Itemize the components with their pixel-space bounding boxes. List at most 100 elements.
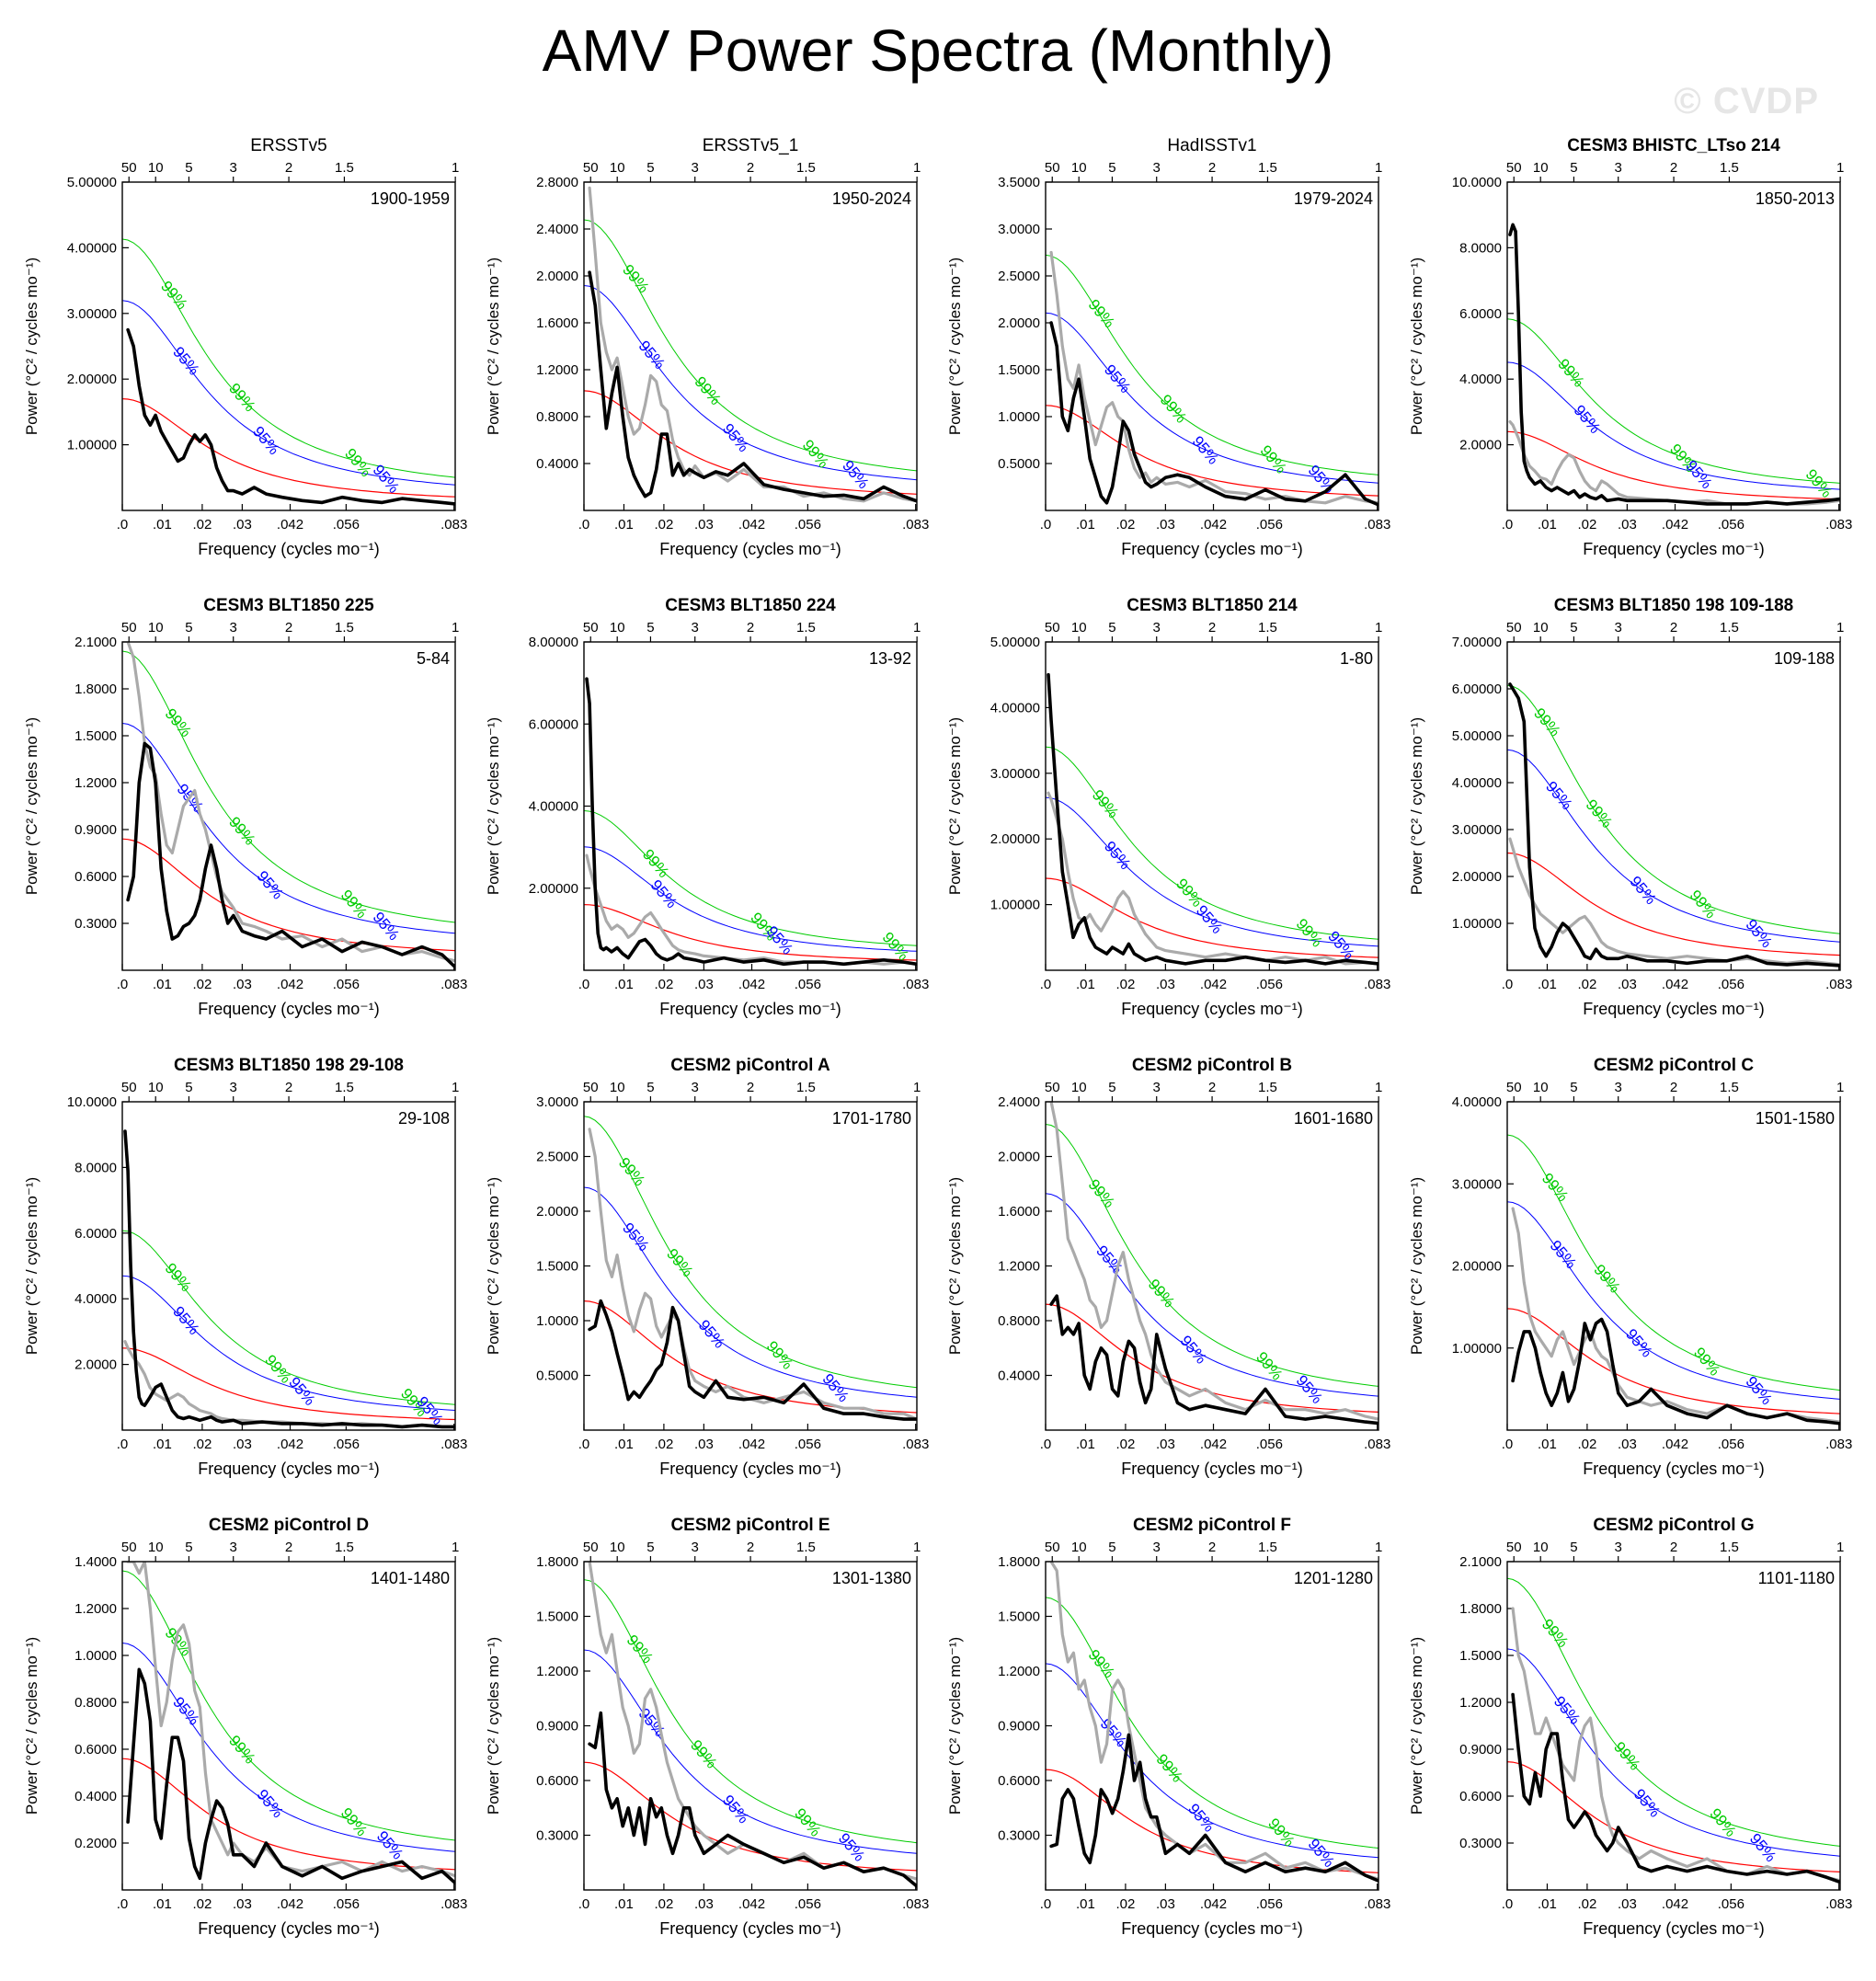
spectrum-line (1049, 1733, 1378, 1883)
x-tick-label: .042 (738, 517, 765, 532)
x-tick-label: .03 (1618, 1437, 1637, 1452)
x-axis-label: Frequency (cycles mo⁻¹) (1121, 1460, 1303, 1478)
y-tick-label: 5.00000 (990, 635, 1040, 650)
x-tick-label: .0 (117, 977, 129, 992)
x-tick-label: .02 (1115, 1437, 1135, 1452)
ci99-label: 99% (623, 1632, 656, 1666)
spectrum-line (1511, 1692, 1840, 1884)
ci99-label: 99% (1539, 1616, 1572, 1651)
period-label: 1101-1180 (1758, 1569, 1835, 1587)
y-tick-label: 1.2000 (74, 1601, 117, 1617)
y-tick-label: 0.6000 (998, 1773, 1040, 1789)
ci95-label: 95% (839, 457, 872, 492)
x-tick-label: .042 (1200, 977, 1227, 992)
spectrum-line (585, 677, 917, 967)
x-tick-label: .02 (1577, 517, 1596, 532)
x-tick-label: .02 (654, 517, 673, 532)
y-tick-label: 1.2000 (74, 775, 117, 791)
spectrum-panel-11: CESM2 piControl B 50 10 5 3 2 1.5 1 0.4000 0.8000… (946, 1056, 1390, 1478)
period-tick-label: 10 (148, 1540, 164, 1555)
x-axis-label: Frequency (cycles mo⁻¹) (1121, 1919, 1303, 1938)
period-tick-label: 1 (452, 620, 459, 636)
x-tick-label: .03 (1156, 977, 1175, 992)
x-tick-label: .056 (1256, 517, 1283, 532)
x-tick-label: .056 (795, 977, 821, 992)
y-tick-label: 2.00000 (1452, 869, 1502, 885)
x-tick-label: .083 (902, 1437, 929, 1452)
ci99-label: 99% (1706, 1805, 1739, 1840)
period-tick-label: 1 (452, 1080, 459, 1095)
ci95-label: 95% (619, 1220, 652, 1254)
x-tick-label: .02 (1577, 977, 1596, 992)
ci99-curve (122, 1230, 455, 1405)
x-tick-label: .0 (117, 1896, 129, 1912)
period-tick-label: 1.5 (1258, 1540, 1277, 1555)
period-tick-label: 2 (285, 620, 292, 636)
y-axis-label: Power (°C² / cycles mo⁻¹) (485, 717, 502, 895)
period-tick-label: 2 (1208, 1540, 1216, 1555)
period-tick-label: 1 (1836, 620, 1844, 636)
y-tick-label: 10.0000 (67, 1094, 117, 1110)
y-tick-label: 0.6000 (74, 1742, 117, 1758)
x-tick-label: .042 (1662, 977, 1688, 992)
plot-frame (1506, 181, 1841, 511)
period-tick-label: 10 (1533, 620, 1549, 636)
red-noise-curve (1507, 852, 1840, 956)
x-tick-label: .01 (1538, 1896, 1557, 1912)
panel-title: CESM3 BHISTC_LTso 214 (1567, 136, 1780, 155)
y-tick-label: 1.2000 (536, 1664, 578, 1679)
x-tick-label: .083 (1825, 977, 1852, 992)
ci99-label: 99% (1084, 1176, 1117, 1211)
ci99-label: 99% (1089, 786, 1122, 821)
x-tick-label: .01 (1538, 977, 1557, 992)
y-tick-label: 2.5000 (536, 1150, 578, 1165)
panel-title: CESM3 BLT1850 214 (1127, 596, 1298, 615)
y-tick-label: 3.0000 (536, 1094, 578, 1110)
y-tick-label: 1.8000 (998, 1554, 1040, 1570)
period-tick-label: 10 (148, 620, 164, 636)
y-tick-label: 0.6000 (1459, 1789, 1502, 1804)
y-tick-label: 2.0000 (536, 1204, 578, 1220)
y-axis-label: Power (°C² / cycles mo⁻¹) (946, 258, 964, 435)
y-tick-label: 1.5000 (536, 1259, 578, 1275)
panel-title: CESM2 piControl B (1132, 1056, 1292, 1075)
ci95-curve (584, 285, 917, 481)
plot-frame (1506, 1561, 1841, 1891)
period-tick-label: 50 (1506, 160, 1522, 176)
x-tick-label: .083 (1364, 1437, 1390, 1452)
x-tick-label: .056 (1718, 977, 1744, 992)
period-tick-label: 50 (583, 1540, 599, 1555)
y-tick-label: 6.00000 (1452, 681, 1502, 697)
period-tick-label: 10 (610, 160, 625, 176)
ci99-label: 99% (615, 1154, 648, 1189)
period-tick-label: 3 (1153, 1080, 1161, 1095)
plot-frame (121, 1101, 456, 1431)
period-tick-label: 3 (1615, 1080, 1622, 1095)
period-tick-label: 3 (1153, 620, 1161, 636)
y-axis-label: Power (°C² / cycles mo⁻¹) (23, 1177, 40, 1355)
ci99-label: 99% (1583, 796, 1616, 831)
reference-spectrum-line (1511, 1607, 1840, 1883)
x-tick-label: .083 (1825, 517, 1852, 532)
plot-frame (583, 1561, 918, 1891)
period-tick-label: 5 (1108, 160, 1115, 176)
red-noise-curve (122, 1347, 455, 1421)
y-tick-label: 1.00000 (1452, 916, 1502, 932)
x-tick-label: .01 (614, 1896, 634, 1912)
y-tick-label: 1.4000 (74, 1554, 117, 1570)
spectrum-line (126, 741, 455, 969)
red-noise-curve (1046, 877, 1378, 958)
period-tick-label: 1.5 (335, 620, 354, 636)
y-axis-label: Power (°C² / cycles mo⁻¹) (485, 1637, 502, 1815)
x-tick-label: .083 (902, 517, 929, 532)
x-tick-label: .0 (1502, 977, 1514, 992)
ci95-curve (1507, 1201, 1840, 1400)
period-tick-label: 2 (1670, 1540, 1677, 1555)
ci95-curve (1507, 749, 1840, 943)
ci99-label: 99% (1690, 1344, 1723, 1379)
y-tick-label: 1.5000 (1459, 1648, 1502, 1664)
y-tick-label: 0.3000 (74, 916, 117, 932)
period-tick-label: 5 (1570, 620, 1577, 636)
page-title: AMV Power Spectra (Monthly) (542, 17, 1334, 84)
x-tick-label: .083 (1825, 1437, 1852, 1452)
